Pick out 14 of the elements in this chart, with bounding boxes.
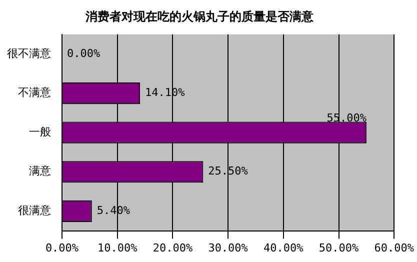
y-tick-label: 很不满意 bbox=[7, 46, 51, 60]
x-tick-label: 50.00% bbox=[318, 241, 360, 254]
data-label: 0.00% bbox=[67, 46, 100, 60]
chart-title: 消费者对现在吃的火锅丸子的质量是否满意 bbox=[84, 9, 314, 24]
x-tick-label: 20.00% bbox=[152, 241, 193, 254]
x-tick-label: 0.00% bbox=[45, 241, 79, 254]
x-tick-label: 10.00% bbox=[97, 241, 138, 254]
y-tick-label: 满意 bbox=[29, 164, 51, 178]
x-tick-label: 40.00% bbox=[264, 241, 304, 254]
y-tick-label: 一般 bbox=[29, 125, 51, 138]
x-tick-label: 30.00% bbox=[208, 241, 248, 254]
y-tick-label: 很满意 bbox=[18, 204, 51, 218]
y-tick-label: 不满意 bbox=[18, 86, 51, 100]
x-tick-label: 60.00% bbox=[374, 241, 414, 254]
